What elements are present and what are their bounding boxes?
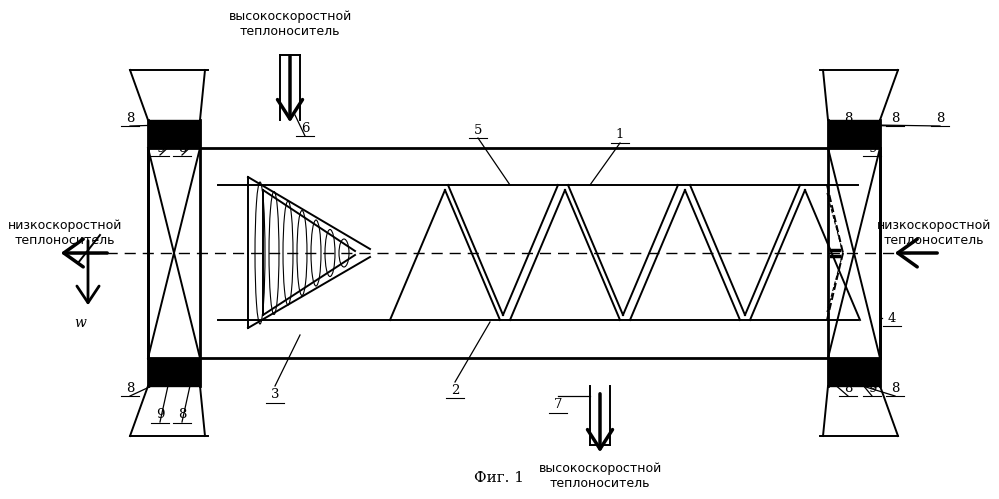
Text: 9: 9 [868, 382, 876, 395]
Text: 9: 9 [156, 142, 164, 155]
Text: 8: 8 [936, 111, 944, 124]
Text: Фиг. 1: Фиг. 1 [474, 471, 524, 485]
Bar [148, 358, 200, 386]
Text: 9: 9 [868, 142, 876, 155]
Text: высокоскоростной
теплоноситель: высокоскоростной теплоноситель [538, 462, 661, 490]
Text: низкоскоростной
теплоноситель: низкоскоростной теплоноситель [877, 219, 991, 247]
Bar [148, 120, 200, 148]
Text: 6: 6 [301, 121, 310, 135]
Text: 1: 1 [615, 129, 624, 142]
Text: 8: 8 [844, 111, 852, 124]
Text: 2: 2 [451, 384, 460, 397]
Text: 8: 8 [126, 111, 134, 124]
Text: 7: 7 [553, 399, 562, 412]
Text: высокоскоростной
теплоноситель: высокоскоростной теплоноситель [229, 10, 352, 38]
Text: 8: 8 [891, 111, 899, 124]
Text: 3: 3 [271, 389, 280, 402]
Text: 4: 4 [888, 311, 896, 324]
Text: 8: 8 [844, 382, 852, 395]
Text: 8: 8 [178, 409, 186, 422]
Text: w: w [74, 316, 86, 330]
Bar [828, 120, 880, 148]
Text: низкоскоростной
теплоноситель: низкоскоростной теплоноситель [8, 219, 122, 247]
Bar [828, 358, 880, 386]
Text: 8: 8 [126, 382, 134, 395]
Text: 8: 8 [891, 382, 899, 395]
Text: 9: 9 [156, 409, 164, 422]
Text: 5: 5 [474, 123, 483, 137]
Text: 8: 8 [178, 142, 186, 155]
